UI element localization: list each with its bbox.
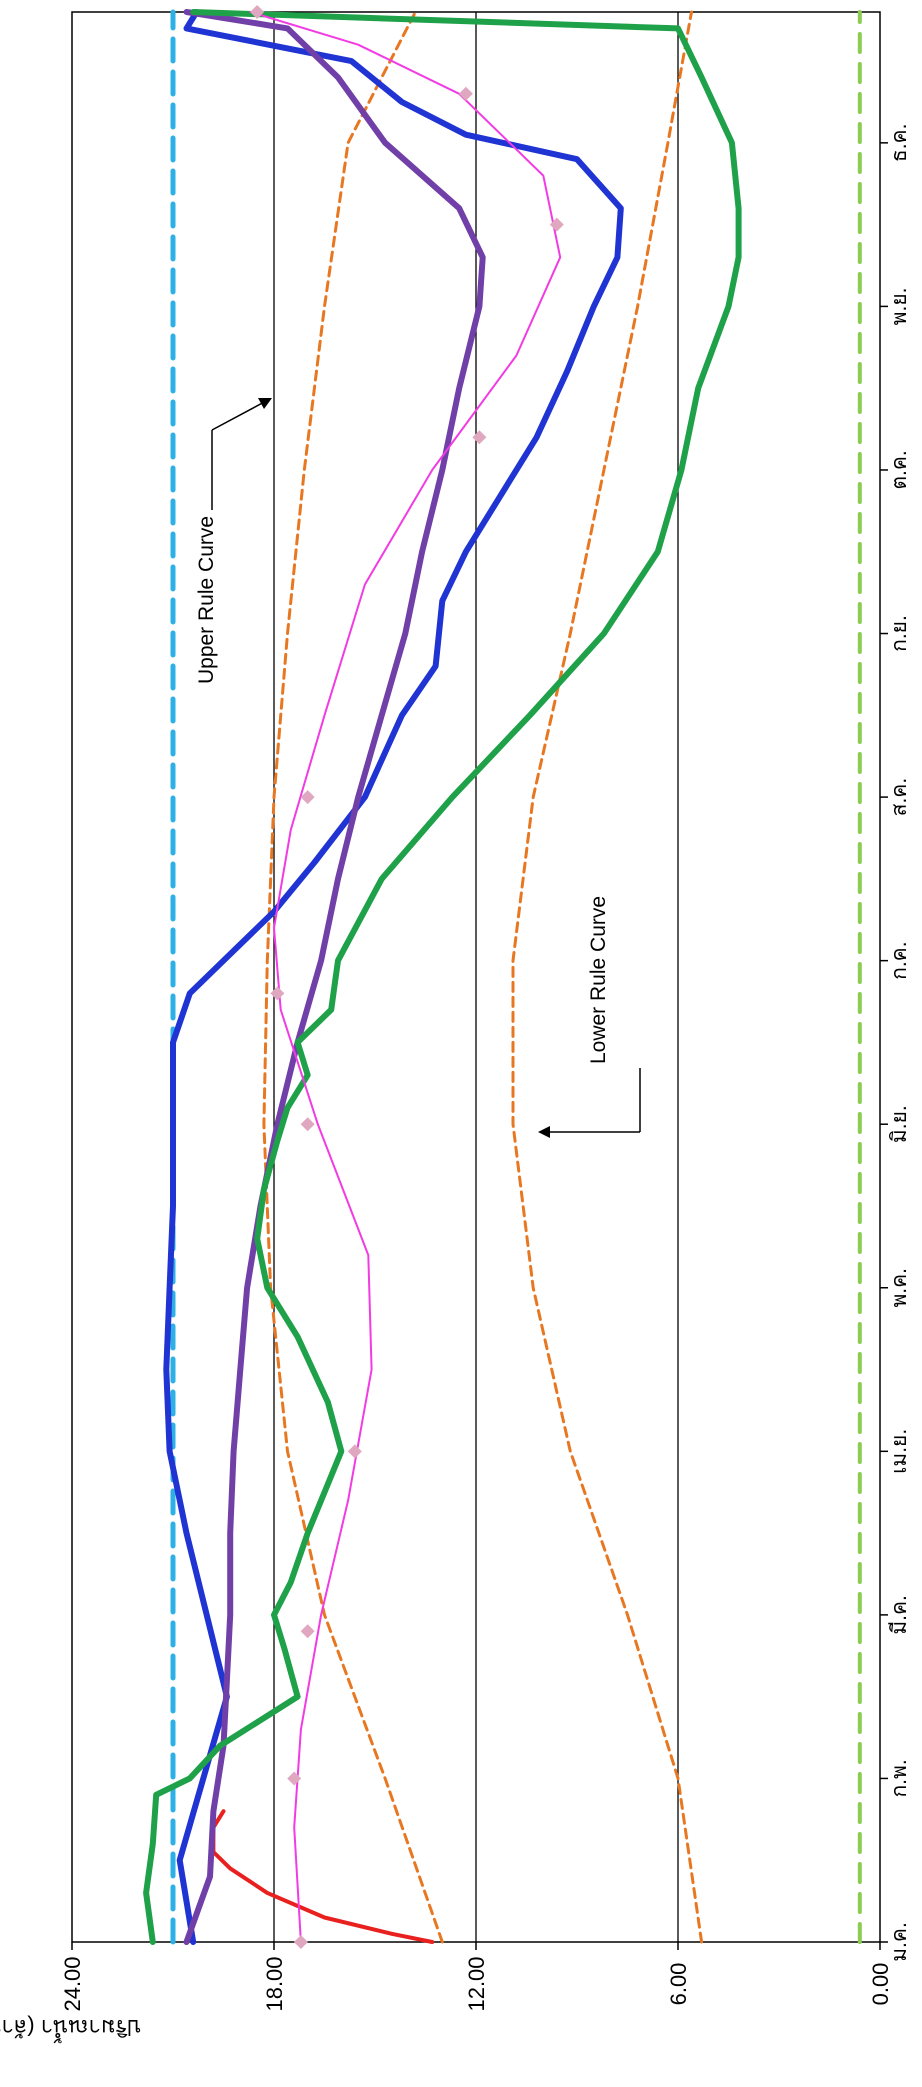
series-lower_rule-line bbox=[511, 10, 704, 1944]
series-magenta-marker bbox=[300, 1117, 315, 1132]
x-tick-label: ต.ค. bbox=[888, 450, 911, 489]
series-magenta-marker bbox=[347, 1444, 362, 1459]
x-tick-label: ก.ค. bbox=[888, 941, 911, 979]
marker-group bbox=[250, 5, 564, 1949]
x-tick-label: ธ.ค. bbox=[888, 124, 911, 163]
lower-rule-label: Lower Rule Curve bbox=[587, 896, 610, 1064]
series-magenta-marker bbox=[472, 430, 487, 445]
x-tick-label: มี.ค. bbox=[888, 1595, 911, 1635]
series-magenta-marker bbox=[250, 5, 265, 19]
x-tick-label: พ.ค. bbox=[888, 1268, 911, 1308]
y-tick-label: 6.00 bbox=[666, 1963, 691, 2006]
x-tick-label: พ.ย. bbox=[888, 287, 911, 325]
y-axis-ticks: 0.00 6.00 12.00 18.00 24.00 bbox=[60, 1942, 893, 2012]
series-magenta-marker bbox=[549, 217, 564, 232]
series-magenta-marker bbox=[300, 790, 315, 805]
annotations: Upper Rule Curve Lower Rule Curve bbox=[195, 398, 641, 1138]
x-axis-ticks: ม.ค. ก.พ. มี.ค. เม.ย. พ.ค. มิ.ย. ก.ค. ส.ค. ก.ย. ต… bbox=[880, 124, 911, 1962]
x-tick-label: ก.พ. bbox=[888, 1759, 911, 1797]
series-magenta-marker bbox=[270, 986, 285, 1001]
x-tick-label: ม.ค. bbox=[888, 1922, 911, 1962]
y-tick-label: 0.00 bbox=[868, 1963, 893, 2006]
x-tick-label: ก.ย. bbox=[888, 615, 911, 652]
y-tick-label: 18.00 bbox=[262, 1956, 287, 2011]
series-magenta-line bbox=[249, 11, 562, 1943]
y-axis-label: ปริมาณน้ำ (ล้าน ลบ.ม.) bbox=[0, 2015, 141, 2043]
series-purple-line bbox=[183, 9, 486, 1945]
series-blue-line bbox=[163, 9, 624, 1945]
x-tick-label: ส.ค. bbox=[888, 778, 911, 817]
series-magenta-marker bbox=[300, 1624, 315, 1639]
series-magenta-marker bbox=[293, 1935, 308, 1949]
x-tick-label: เม.ย. bbox=[888, 1429, 911, 1474]
series-upper_rule-line bbox=[262, 10, 444, 1944]
series-magenta-marker bbox=[287, 1771, 302, 1786]
upper-rule-label: Upper Rule Curve bbox=[195, 516, 218, 684]
y-tick-label: 24.00 bbox=[60, 1956, 85, 2011]
upper-annotation-arrowhead bbox=[258, 398, 272, 409]
upper-annotation-arrow bbox=[211, 399, 269, 431]
series-group bbox=[143, 9, 862, 1945]
lower-annotation-arrowhead bbox=[538, 1126, 550, 1138]
series-green-line bbox=[143, 9, 742, 1945]
series-magenta-marker bbox=[458, 86, 473, 101]
y-tick-label: 12.00 bbox=[464, 1956, 489, 2011]
x-tick-label: มิ.ย. bbox=[888, 1105, 911, 1143]
